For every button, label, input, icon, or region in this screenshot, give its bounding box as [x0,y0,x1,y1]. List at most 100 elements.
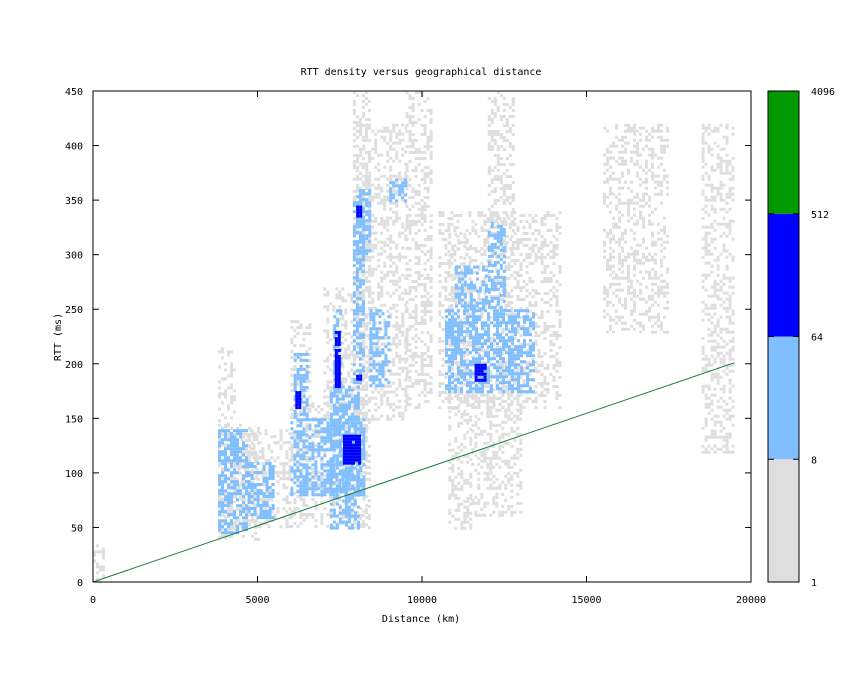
density-cell [507,295,511,298]
density-cell [258,525,262,529]
density-cell [543,325,547,328]
density-cell [364,322,368,325]
density-cell [227,423,230,427]
density-cell [308,395,312,399]
density-cell [543,280,547,283]
density-cell [528,301,532,304]
density-cell [507,408,511,412]
density-cell [420,355,424,358]
density-cell [490,133,494,136]
density-cell [221,513,224,517]
density-cell [612,249,615,253]
density-cell [429,136,433,139]
density-cell [713,198,717,202]
density-cell [618,261,621,265]
density-cell [429,361,433,364]
density-cell [367,454,371,457]
density-cell [386,183,390,187]
density-cell [630,216,633,220]
density-cell [383,249,387,253]
density-cell [645,309,648,313]
density-cell [305,350,309,354]
density-cell [411,196,415,199]
density-cell [368,150,372,154]
density-cell [389,384,393,388]
density-cell [648,297,651,301]
density-cell [364,187,368,190]
density-cell [444,244,448,247]
density-cell [405,310,409,313]
density-cell [495,495,499,499]
density-cell [707,396,711,400]
density-cell [454,439,458,443]
density-cell [441,238,445,241]
density-cell [489,459,493,463]
density-cell [352,412,356,415]
density-cell [543,214,547,217]
density-cell [362,144,366,148]
density-cell [329,407,333,411]
density-cell [374,387,378,391]
density-cell [404,201,408,205]
density-cell [645,300,648,304]
density-cell [627,204,630,208]
density-cell [426,145,430,148]
density-cell [233,524,236,528]
density-cell [356,135,360,139]
density-cell [534,313,538,316]
density-cell [414,139,418,142]
density-cell [380,342,384,346]
density-cell [398,399,402,403]
density-cell [411,121,415,124]
density-cell [504,462,508,466]
density-cell [704,312,708,316]
density-cell [609,264,612,268]
density-cell [453,214,457,217]
density-cell [320,501,324,504]
density-cell [465,229,469,232]
density-cell [408,286,412,289]
density-cell [480,513,484,517]
density-cell [267,525,271,529]
density-cell [420,319,424,322]
density-cell [504,220,508,223]
density-cell [414,313,418,316]
density-cell [507,462,511,466]
density-cell [329,389,333,393]
density-cell [633,264,636,268]
density-cell [710,183,714,187]
density-cell [460,268,464,272]
density-cell [362,384,366,388]
density-cell [496,157,500,160]
density-cell [429,337,433,340]
density-cell [499,220,503,223]
density-cell [555,301,559,304]
density-cell [420,361,424,364]
density-cell [395,279,399,283]
density-cell [719,396,723,400]
density-cell [558,376,562,379]
density-cell [359,150,363,154]
density-cell [405,340,409,343]
density-cell [457,457,461,461]
density-cell [493,226,497,229]
density-cell [279,435,283,439]
density-cell [352,409,356,412]
density-cell [293,492,297,495]
density-cell [498,256,502,259]
density-cell [377,312,381,316]
density-cell [549,277,553,280]
density-cell [710,417,714,421]
density-cell [477,346,481,349]
density-cell [438,229,442,232]
density-cell [490,205,494,208]
density-cell [507,507,511,511]
density-cell [374,267,378,271]
density-cell [367,265,371,268]
density-cell [411,151,415,154]
density-cell [383,222,387,226]
density-cell [364,424,368,427]
density-cell [636,279,639,283]
density-cell [398,138,402,142]
density-cell [444,289,448,292]
